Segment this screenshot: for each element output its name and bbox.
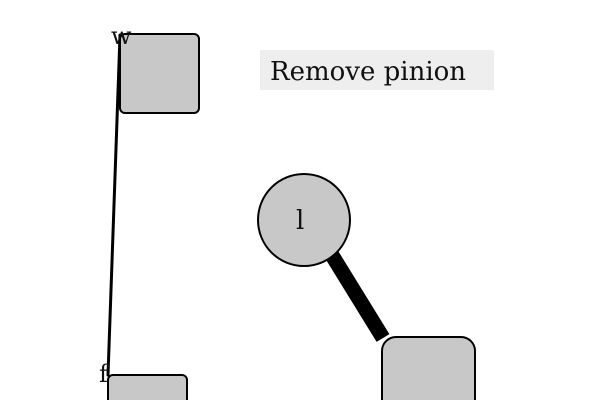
- pinion-to-block-link[interactable]: [323, 248, 390, 342]
- w-block[interactable]: [119, 33, 200, 114]
- f-block[interactable]: [107, 374, 188, 400]
- w-to-f-link[interactable]: [106, 33, 122, 377]
- gear-block[interactable]: [381, 336, 476, 400]
- f-label: f: [99, 360, 110, 388]
- pinion-label: l: [296, 206, 304, 236]
- instruction-banner: Remove pinion: [260, 50, 494, 90]
- pinion-circle[interactable]: [257, 173, 351, 267]
- instruction-text: Remove pinion: [270, 57, 467, 87]
- w-label: w: [111, 22, 132, 50]
